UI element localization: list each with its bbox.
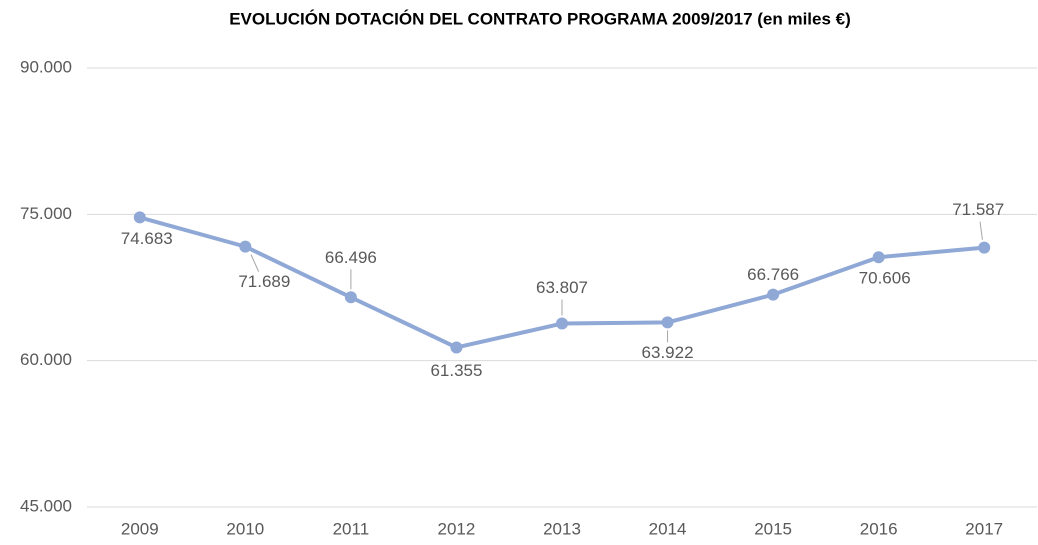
x-tick-label: 2015 <box>754 519 792 538</box>
data-point <box>978 241 991 254</box>
data-label: 71.587 <box>952 200 1004 219</box>
data-label: 63.922 <box>642 343 694 362</box>
data-label: 70.606 <box>859 269 911 288</box>
x-tick-label: 2016 <box>860 519 898 538</box>
data-point <box>344 291 357 304</box>
data-label: 66.496 <box>325 248 377 267</box>
y-tick-label: 45.000 <box>20 496 72 515</box>
data-point <box>556 317 568 330</box>
data-point <box>767 288 780 301</box>
x-tick-label: 2009 <box>121 519 159 538</box>
chart-title: EVOLUCIÓN DOTACIÓN DEL CONTRATO PROGRAMA… <box>229 9 851 28</box>
y-tick-label: 90.000 <box>20 57 72 76</box>
data-point <box>239 240 252 253</box>
data-point <box>133 211 146 224</box>
data-label: 71.689 <box>238 272 290 291</box>
data-label: 63.807 <box>536 278 588 297</box>
x-tick-label: 2017 <box>965 519 1003 538</box>
x-tick-label: 2011 <box>333 519 370 538</box>
data-label: 74.683 <box>121 229 173 248</box>
x-tick-label: 2010 <box>226 519 264 538</box>
x-tick-label: 2013 <box>543 519 581 538</box>
x-tick-label: 2014 <box>649 519 687 538</box>
data-label: 66.766 <box>747 265 799 284</box>
data-point <box>872 251 885 264</box>
leader-line <box>979 221 983 240</box>
data-point <box>450 341 463 354</box>
data-label: 61.355 <box>430 361 482 380</box>
y-tick-label: 60.000 <box>20 350 72 369</box>
data-point <box>661 316 674 329</box>
leader-line <box>250 254 260 272</box>
y-tick-label: 75.000 <box>20 204 72 223</box>
x-tick-label: 2012 <box>438 519 476 538</box>
